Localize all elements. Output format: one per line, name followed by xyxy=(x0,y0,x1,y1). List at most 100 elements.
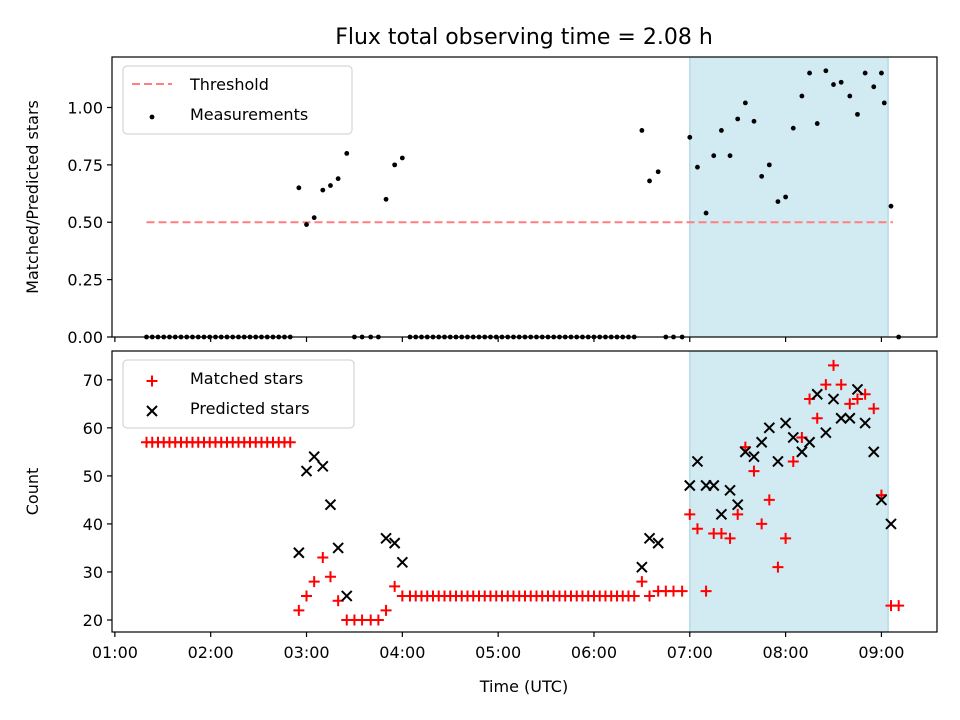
measurement-point xyxy=(703,210,709,216)
count-panel: 20 30 40 50 60 70 01:00 02:00 03:00 04:00 05:00 06:… xyxy=(23,350,938,662)
series-predicted-stars xyxy=(293,383,897,602)
predicted-star-point xyxy=(787,431,799,444)
measurement-point xyxy=(344,150,350,156)
measurement-point xyxy=(328,183,333,188)
legend-label: Predicted stars xyxy=(190,399,310,418)
legend-label: Matched stars xyxy=(190,369,303,388)
matched-star-point xyxy=(732,508,744,520)
predicted-star-point xyxy=(868,446,880,458)
matched-star-point xyxy=(715,528,727,540)
measurement-point xyxy=(881,100,887,106)
axes-frame xyxy=(111,56,938,338)
y-axis-label: Matched/Predicted stars xyxy=(23,100,42,294)
y-tick-label: 0.50 xyxy=(67,213,103,232)
measurement-point xyxy=(807,70,812,76)
matched-star-point xyxy=(317,552,329,564)
measurement-point xyxy=(766,162,772,168)
predicted-star-point xyxy=(396,556,409,569)
y-tick-label: 0.25 xyxy=(67,271,103,290)
predicted-star-point xyxy=(388,537,401,549)
measurement-point xyxy=(838,79,844,85)
legend-label: Threshold xyxy=(189,75,269,94)
y-tick-label: 50 xyxy=(83,467,103,486)
matched-star-point xyxy=(284,436,296,448)
measurement-point xyxy=(383,196,389,202)
matched-star-point xyxy=(724,532,736,544)
matched-star-point xyxy=(787,455,799,467)
measurement-point xyxy=(320,187,326,193)
predicted-star-point xyxy=(803,436,816,448)
x-tick-label: 09:00 xyxy=(858,643,904,662)
x-tick-label: 02:00 xyxy=(188,643,234,662)
predicted-star-point xyxy=(755,436,768,448)
predicted-star-point xyxy=(724,484,736,497)
matched-star-point xyxy=(780,532,792,544)
matched-star-point xyxy=(324,571,336,583)
x-tick-label: 08:00 xyxy=(763,643,809,662)
matched-star-point xyxy=(835,379,847,391)
predicted-star-point xyxy=(715,508,728,521)
matched-star-point xyxy=(893,600,905,612)
measurement-point xyxy=(799,93,805,99)
predicted-star-point xyxy=(835,412,847,424)
measurement-point xyxy=(783,194,789,200)
matched-star-point xyxy=(828,359,840,371)
predicted-star-point xyxy=(772,455,784,468)
x-tick-label: 01:00 xyxy=(92,643,138,662)
matched-star-point xyxy=(844,398,856,410)
measurement-point xyxy=(304,222,309,227)
predicted-star-point xyxy=(811,388,823,400)
legend-plus-swatch xyxy=(146,375,158,387)
predicted-star-point xyxy=(859,417,871,429)
measurement-point xyxy=(871,84,877,90)
measurement-point xyxy=(790,125,796,131)
y-tick-label: 1.00 xyxy=(67,98,103,117)
y-tick-label: 70 xyxy=(83,371,103,390)
matched-star-point xyxy=(389,580,401,592)
measurement-point xyxy=(311,215,317,221)
predicted-star-point xyxy=(332,542,344,554)
matched-star-point xyxy=(301,590,313,602)
y-tick-label: 0.00 xyxy=(67,328,103,347)
matched-star-point xyxy=(811,412,823,424)
predicted-star-point xyxy=(380,532,392,545)
measurement-point xyxy=(335,176,341,182)
matched-star-point xyxy=(628,590,640,602)
measurement-point xyxy=(847,93,853,99)
matched-star-point xyxy=(851,393,863,405)
y-tick-label: 40 xyxy=(83,515,103,534)
x-tick-label: 05:00 xyxy=(475,643,521,662)
predicted-star-point xyxy=(851,383,864,396)
ratio-panel: 0.00 0.25 0.50 0.75 1.00 Matched/Predicted st… xyxy=(23,56,938,347)
x-tick-label: 03:00 xyxy=(283,643,329,662)
measurement-point xyxy=(879,70,884,76)
observing-window-span xyxy=(689,350,889,633)
y-tick-label: 60 xyxy=(83,419,103,438)
measurement-point xyxy=(727,153,733,159)
measurement-point xyxy=(711,153,717,159)
predicted-star-point xyxy=(820,426,832,439)
series-matched-stars xyxy=(140,359,905,626)
observing-window-span xyxy=(689,56,889,338)
measurement-point xyxy=(655,169,661,175)
matched-star-point xyxy=(636,576,648,588)
matched-star-point xyxy=(372,614,384,626)
matched-star-point xyxy=(756,518,768,530)
measurement-point xyxy=(751,118,757,124)
predicted-star-point xyxy=(300,465,313,477)
predicted-star-point xyxy=(324,499,337,511)
predicted-star-point xyxy=(731,499,744,511)
predicted-star-point xyxy=(748,450,760,463)
legend: Matched stars Predicted stars xyxy=(122,359,355,429)
predicted-star-point xyxy=(739,446,752,458)
predicted-star-point xyxy=(317,460,329,472)
matched-star-point xyxy=(748,465,760,477)
measurement-point xyxy=(719,128,724,133)
measurement-point xyxy=(647,178,652,184)
measurement-point xyxy=(831,82,836,87)
y-axis-label: Count xyxy=(23,468,42,516)
matched-star-point xyxy=(763,494,775,506)
measurement-point xyxy=(687,134,693,140)
measurement-point xyxy=(392,162,398,168)
